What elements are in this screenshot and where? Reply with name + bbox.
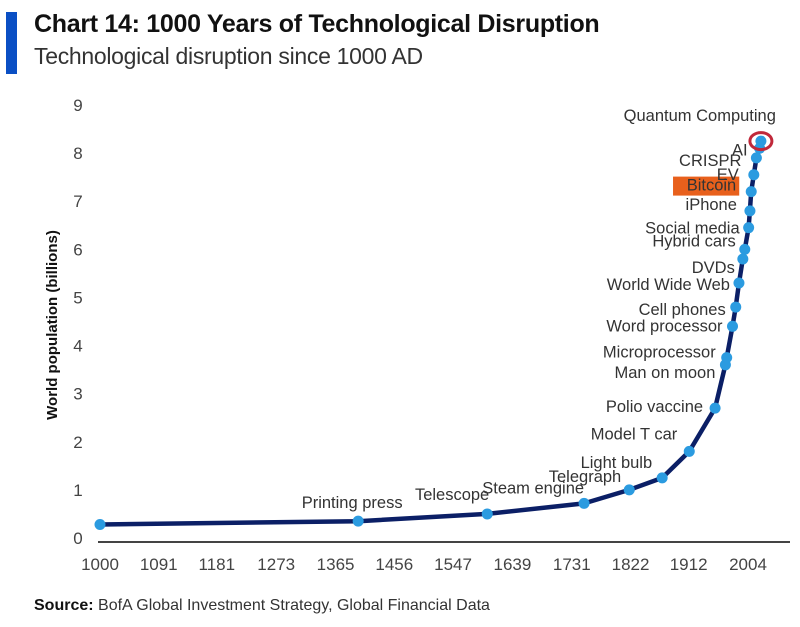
data-point <box>623 484 635 496</box>
data-point <box>656 472 668 484</box>
x-tick-label: 1000 <box>81 555 119 574</box>
x-tick-label: 1547 <box>434 555 472 574</box>
highlight-circle <box>748 131 774 152</box>
y-tick-label: 7 <box>73 192 82 211</box>
bitcoin-highlight-box <box>673 176 740 196</box>
x-tick-label: 1273 <box>257 555 295 574</box>
data-label: Social media <box>645 220 740 238</box>
x-tick-labels: 1000 1091 1181 1273 1365 1456 1547 1639 1731 1822… <box>81 555 767 574</box>
data-point <box>730 301 742 313</box>
y-tick-label: 8 <box>73 144 82 163</box>
data-label: Telegraph <box>549 468 621 486</box>
data-point <box>750 152 762 164</box>
x-tick-label: 1181 <box>199 555 236 574</box>
data-label: Hybrid cars <box>652 232 735 250</box>
x-tick-label: 1912 <box>670 555 708 574</box>
data-label: Microprocessor <box>603 344 716 362</box>
data-label: Bitcoin <box>687 177 737 195</box>
data-label: iPhone <box>686 196 737 214</box>
data-point <box>739 243 751 255</box>
series-line <box>97 138 764 527</box>
x-tick-label: 1731 <box>553 555 591 574</box>
data-markers <box>94 131 774 531</box>
data-point <box>737 253 749 265</box>
y-tick-label: 2 <box>73 433 82 452</box>
data-label: Word processor <box>606 317 723 335</box>
chart-subtitle: Technological disruption since 1000 AD <box>34 43 423 69</box>
y-tick-label: 6 <box>73 240 82 259</box>
data-label: EV <box>717 166 739 184</box>
data-label: Light bulb <box>581 454 653 472</box>
y-tick-label: 3 <box>73 385 82 404</box>
source-note: Source: BofA Global Investment Strategy,… <box>34 597 490 615</box>
data-label: World Wide Web <box>607 276 730 294</box>
x-tick-label: 2004 <box>729 555 767 574</box>
data-label: Model T car <box>591 425 678 443</box>
data-label: Steam engine <box>482 479 584 497</box>
x-tick-label: 1639 <box>494 555 532 574</box>
y-axis-label: World population (billions) <box>44 230 61 420</box>
data-point <box>755 135 767 147</box>
chart-title: Chart 14: 1000 Years of Technological Di… <box>34 10 600 38</box>
y-tick-label: 9 <box>73 96 82 115</box>
source-text: BofA Global Investment Strategy, Global … <box>93 597 490 614</box>
x-tick-label: 1091 <box>140 555 178 574</box>
y-tick-label: 5 <box>73 288 82 307</box>
data-label: Man on moon <box>615 364 716 382</box>
data-point <box>683 445 695 457</box>
y-tick-labels: 0 1 2 3 4 5 6 7 8 9 <box>73 96 82 548</box>
data-point <box>748 169 760 181</box>
data-label: Quantum Computing <box>624 107 776 125</box>
data-label: AI <box>732 141 748 159</box>
y-tick-label: 4 <box>73 337 82 356</box>
y-tick-label: 1 <box>73 481 82 500</box>
y-tick-label: 0 <box>73 529 82 548</box>
source-label: Source: <box>34 597 94 614</box>
data-label: Printing press <box>302 494 403 512</box>
data-label: CRISPR <box>679 152 741 170</box>
data-point <box>745 186 757 198</box>
title-accent-bar <box>6 12 17 74</box>
data-label: Polio vaccine <box>606 398 703 416</box>
x-tick-label: 1456 <box>375 555 413 574</box>
data-point <box>578 497 590 509</box>
data-point <box>481 508 493 520</box>
data-point <box>709 402 721 414</box>
data-point <box>352 515 364 527</box>
data-point <box>743 222 755 234</box>
data-point <box>733 277 745 289</box>
data-point <box>727 320 739 332</box>
data-label: Cell phones <box>639 301 726 319</box>
data-point <box>94 519 106 531</box>
data-point <box>744 205 756 217</box>
x-tick-label: 1365 <box>317 555 355 574</box>
data-label: Telescope <box>415 486 489 504</box>
data-label: DVDs <box>692 259 735 277</box>
x-tick-label: 1822 <box>612 555 650 574</box>
data-point <box>721 352 733 364</box>
